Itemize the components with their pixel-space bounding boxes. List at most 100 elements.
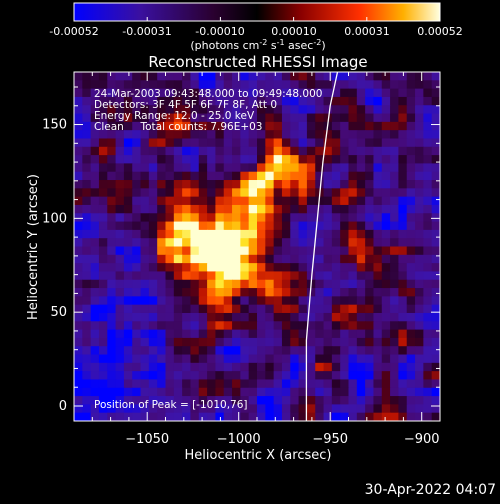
heatmap-cell bbox=[165, 371, 175, 381]
heatmap-cell bbox=[173, 130, 183, 140]
heatmap-cell bbox=[381, 304, 391, 314]
heatmap-cell bbox=[398, 88, 408, 98]
heatmap-cell bbox=[165, 130, 175, 140]
heatmap-cell bbox=[257, 238, 266, 248]
heatmap-cell bbox=[132, 254, 142, 264]
heatmap-cell bbox=[98, 146, 108, 156]
heatmap-cell bbox=[348, 288, 358, 297]
heatmap-cell bbox=[373, 146, 383, 156]
heatmap-cell bbox=[423, 246, 433, 256]
heatmap-cell bbox=[398, 113, 408, 123]
heatmap-cell bbox=[107, 80, 117, 90]
heatmap-cell bbox=[74, 88, 83, 98]
heatmap-cell bbox=[323, 296, 333, 306]
heatmap-cell bbox=[315, 163, 325, 173]
heatmap-cell bbox=[340, 180, 350, 189]
heatmap-cell bbox=[265, 288, 275, 297]
heatmap-cell bbox=[232, 171, 241, 181]
heatmap-cell bbox=[281, 229, 291, 239]
heatmap-cell bbox=[398, 321, 408, 331]
heatmap-cell bbox=[290, 188, 300, 198]
heatmap-cell bbox=[107, 254, 117, 264]
heatmap-cell bbox=[257, 288, 266, 297]
heatmap-cell bbox=[165, 354, 175, 364]
heatmap-cell bbox=[273, 163, 283, 173]
heatmap-cell bbox=[398, 138, 408, 148]
heatmap-cell bbox=[281, 180, 291, 189]
heatmap-cell bbox=[148, 204, 158, 214]
heatmap-cell bbox=[157, 362, 167, 372]
heatmap-cell bbox=[406, 271, 416, 281]
heatmap-cell bbox=[98, 80, 108, 90]
heatmap-cell bbox=[115, 354, 125, 364]
heatmap-cell bbox=[215, 96, 225, 106]
heatmap-cell bbox=[265, 96, 275, 106]
heatmap-cell bbox=[415, 213, 424, 223]
heatmap-cell bbox=[190, 304, 200, 314]
heatmap-cell bbox=[74, 279, 83, 289]
heatmap-cell bbox=[415, 180, 424, 189]
heatmap-cell bbox=[240, 246, 250, 256]
heatmap-cell bbox=[365, 213, 375, 223]
heatmap-cell bbox=[207, 238, 217, 248]
heatmap-cell bbox=[323, 72, 333, 81]
heatmap-cell bbox=[173, 121, 183, 131]
heatmap-cell bbox=[323, 88, 333, 98]
heatmap-cell bbox=[348, 96, 358, 106]
heatmap-cell bbox=[132, 196, 142, 206]
units-part: (photons cm bbox=[190, 39, 259, 52]
heatmap-cell bbox=[373, 121, 383, 131]
heatmap-cell bbox=[423, 238, 433, 248]
heatmap-cell bbox=[273, 254, 283, 264]
heatmap-cell bbox=[306, 379, 316, 389]
heatmap-cell bbox=[273, 346, 283, 356]
heatmap-cell bbox=[215, 105, 225, 115]
heatmap-cell bbox=[215, 138, 225, 148]
heatmap-cell bbox=[398, 254, 408, 264]
heatmap-cell bbox=[406, 321, 416, 331]
heatmap-cell bbox=[273, 312, 283, 322]
heatmap-cell bbox=[123, 96, 133, 106]
heatmap-cell bbox=[198, 346, 208, 356]
heatmap-cell bbox=[415, 204, 424, 214]
heatmap-cell bbox=[82, 221, 92, 231]
heatmap-cell bbox=[315, 337, 325, 347]
heatmap-cell bbox=[265, 146, 275, 156]
heatmap-cell bbox=[340, 96, 350, 106]
heatmap-cell bbox=[398, 246, 408, 256]
heatmap-cell bbox=[281, 246, 291, 256]
heatmap-cell bbox=[74, 180, 83, 189]
heatmap-cell bbox=[315, 371, 325, 381]
heatmap-cell bbox=[173, 387, 183, 397]
heatmap-cell bbox=[273, 404, 283, 414]
heatmap-cell bbox=[265, 371, 275, 381]
heatmap-cell bbox=[323, 246, 333, 256]
heatmap-cell bbox=[107, 271, 117, 281]
heatmap-cell bbox=[298, 279, 308, 289]
heatmap-cell bbox=[190, 412, 200, 421]
heatmap-cell bbox=[215, 396, 225, 405]
heatmap-cell bbox=[148, 337, 158, 347]
heatmap-cell bbox=[148, 196, 158, 206]
heatmap-cell bbox=[107, 312, 117, 322]
heatmap-cell bbox=[431, 105, 440, 115]
heatmap-cell bbox=[348, 337, 358, 347]
heatmap-cell bbox=[298, 346, 308, 356]
heatmap-cell bbox=[190, 329, 200, 339]
heatmap-cell bbox=[356, 96, 366, 106]
heatmap-cell bbox=[331, 329, 341, 339]
heatmap-cell bbox=[90, 379, 100, 389]
heatmap-cell bbox=[315, 121, 325, 131]
heatmap-cell bbox=[240, 196, 250, 206]
heatmap-cell bbox=[273, 329, 283, 339]
heatmap-cell bbox=[148, 72, 158, 81]
heatmap-cell bbox=[240, 329, 250, 339]
heatmap-cell bbox=[182, 387, 192, 397]
heatmap-cell bbox=[132, 130, 142, 140]
heatmap-cell bbox=[123, 379, 133, 389]
heatmap-cell bbox=[273, 246, 283, 256]
heatmap-cell bbox=[223, 362, 233, 372]
heatmap-cell bbox=[82, 155, 92, 165]
heatmap-cell bbox=[415, 379, 424, 389]
heatmap-cell bbox=[74, 263, 83, 273]
